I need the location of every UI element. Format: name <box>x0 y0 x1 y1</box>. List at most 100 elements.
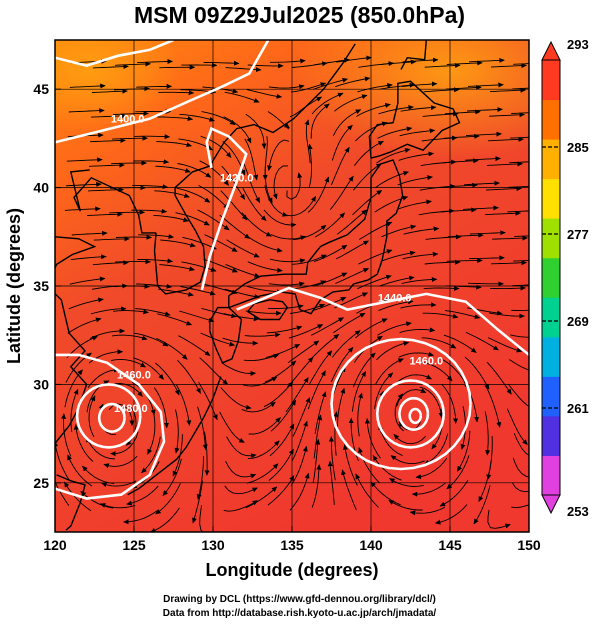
streamline <box>357 392 363 437</box>
streamline <box>246 285 283 295</box>
streamline <box>486 435 493 480</box>
streamline <box>377 321 412 336</box>
streamline <box>160 239 196 248</box>
streamline <box>109 382 143 397</box>
streamline <box>221 362 256 376</box>
streamline <box>342 444 358 486</box>
streamline <box>380 59 417 66</box>
streamline <box>154 190 190 198</box>
streamline <box>65 181 102 187</box>
streamline <box>111 358 146 368</box>
streamline <box>462 205 499 211</box>
streamline <box>409 506 446 516</box>
streamline <box>219 411 245 443</box>
streamline <box>267 475 295 506</box>
streamline <box>441 182 478 188</box>
streamline <box>328 436 336 481</box>
streamline <box>506 408 528 445</box>
contour-ring <box>330 337 472 471</box>
x-axis-label: Longitude (degrees) <box>205 560 378 580</box>
streamline <box>199 505 216 532</box>
streamline <box>67 317 102 334</box>
streamline <box>133 357 164 380</box>
streamline <box>358 447 380 484</box>
streamline <box>288 324 324 339</box>
streamline <box>220 387 252 410</box>
contour-line <box>55 353 166 500</box>
streamline <box>401 81 438 88</box>
streamline <box>267 111 290 130</box>
streamline <box>246 463 279 484</box>
streamline <box>89 138 126 143</box>
streamline <box>420 361 453 382</box>
streamline <box>473 485 491 525</box>
streamline <box>310 317 344 336</box>
streamline <box>445 85 482 90</box>
streamline <box>334 94 368 112</box>
streamline <box>69 276 106 285</box>
streamline <box>158 90 195 96</box>
streamline <box>353 163 382 191</box>
streamline <box>285 377 309 413</box>
streamline <box>265 343 301 358</box>
streamline <box>357 83 393 93</box>
streamline <box>111 160 147 166</box>
streamline <box>268 281 305 287</box>
streamline <box>513 433 529 456</box>
streamline <box>264 360 297 383</box>
streamline <box>103 455 138 469</box>
streamline <box>467 82 504 88</box>
streamline <box>203 60 240 66</box>
streamline <box>286 172 303 200</box>
y-tick-label: 30 <box>33 376 49 392</box>
streamline <box>307 143 313 188</box>
streamline <box>123 510 158 525</box>
streamline <box>513 259 529 262</box>
streamline <box>378 299 414 312</box>
streamline <box>198 185 229 210</box>
streamline <box>489 112 525 118</box>
x-tick-label: 135 <box>280 537 304 553</box>
colorbar-segment <box>542 218 560 259</box>
contour-line <box>236 286 529 356</box>
streamline <box>92 64 129 70</box>
colorbar-tick-label: 277 <box>567 227 589 242</box>
streamline <box>289 472 310 511</box>
colorbar-segment <box>542 99 560 140</box>
streamline <box>113 309 149 315</box>
streamline <box>264 185 288 217</box>
streamline <box>486 186 522 192</box>
streamline <box>126 485 159 506</box>
streamline <box>99 503 136 509</box>
streamline <box>200 332 235 347</box>
streamline <box>398 351 434 358</box>
streamline <box>390 455 425 465</box>
streamline <box>176 384 192 426</box>
streamline <box>175 212 210 226</box>
streamline <box>398 151 434 161</box>
streamline <box>507 383 529 408</box>
streamline <box>314 57 350 66</box>
streamline <box>177 163 212 178</box>
streamline <box>69 83 106 89</box>
streamline <box>224 485 258 495</box>
streamline <box>311 296 347 312</box>
streamline <box>421 337 457 349</box>
streamline <box>226 239 260 258</box>
streamline <box>512 284 529 287</box>
streamline <box>155 483 181 515</box>
x-tick-label: 150 <box>517 537 541 553</box>
contour-ring <box>375 379 445 449</box>
streamline <box>55 441 71 482</box>
streamline <box>388 499 423 511</box>
streamline <box>93 236 130 242</box>
streamline <box>397 374 432 383</box>
streamline <box>399 128 436 137</box>
contour-label: 1400.0 <box>111 114 145 126</box>
streamline <box>199 160 229 186</box>
streamline <box>292 397 311 437</box>
streamline <box>90 306 127 315</box>
x-tick-label: 130 <box>201 537 225 553</box>
streamline <box>354 140 384 166</box>
streamline <box>312 77 348 90</box>
